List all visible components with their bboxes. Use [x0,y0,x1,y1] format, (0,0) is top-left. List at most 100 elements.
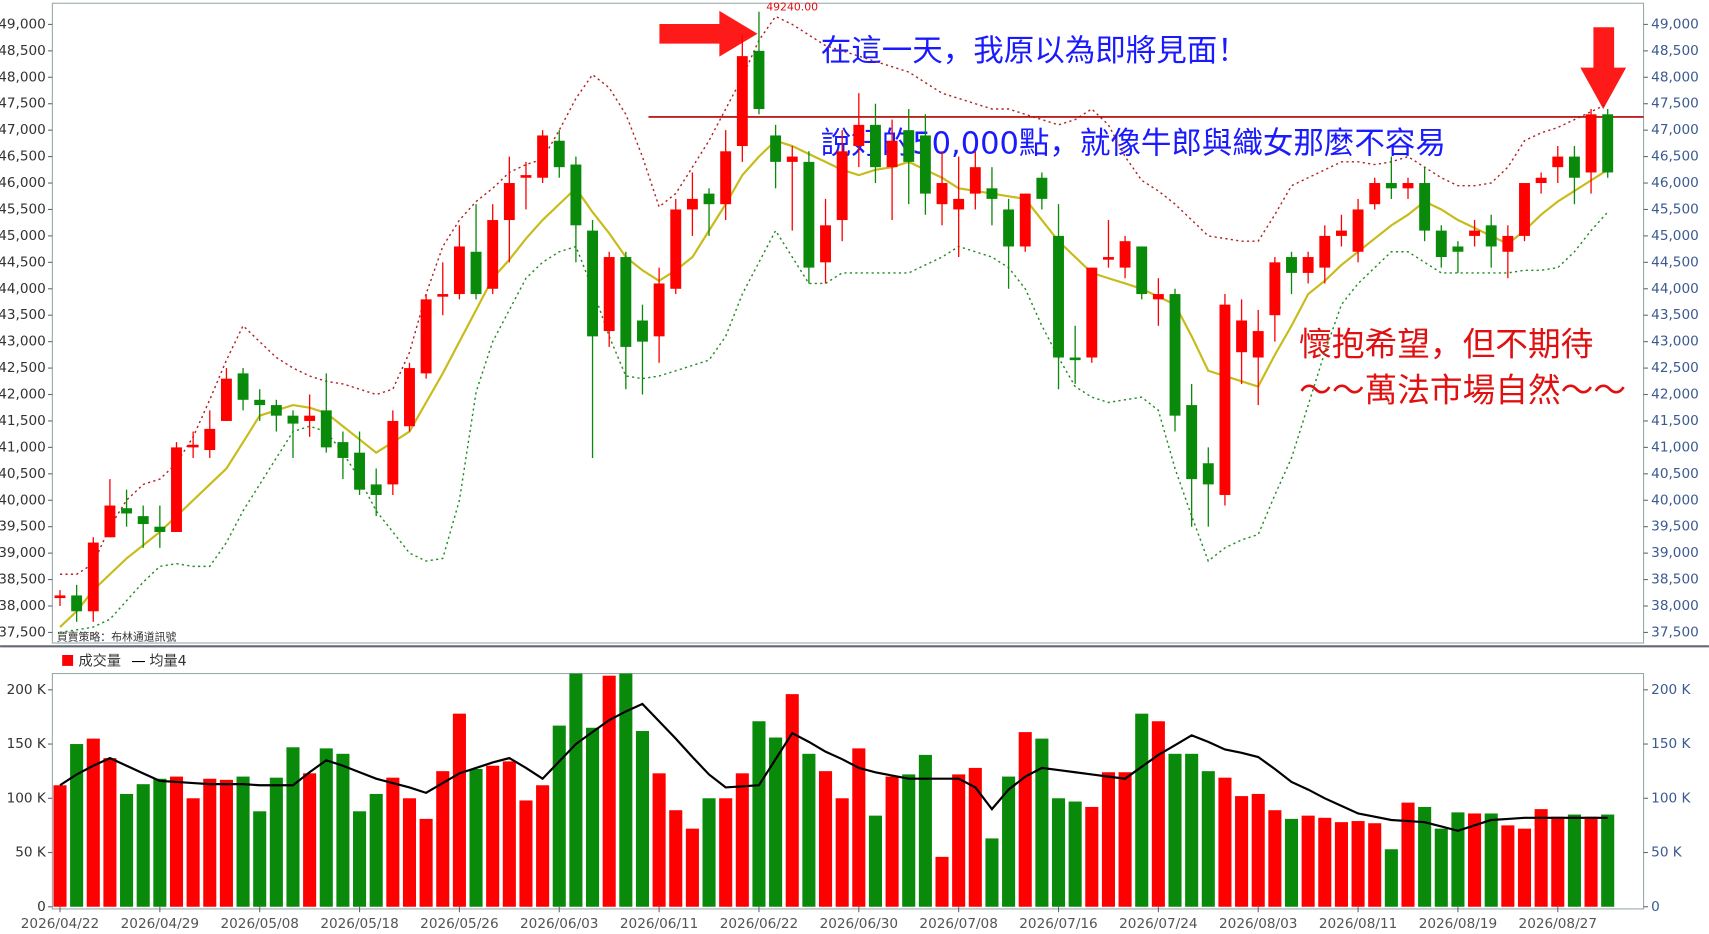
y-tick-label: 43,000 [0,334,46,350]
candle-body [1036,177,1048,199]
volume-bar [70,744,84,907]
candle-body [520,175,532,178]
max-label: 49240.00 [766,1,818,14]
y-tick-label: 40,000 [1651,492,1699,508]
y-tick-label: 200 K [1651,682,1691,698]
volume-bar [53,785,67,907]
candle-body [620,257,632,347]
y-tick-label: 38,000 [1651,598,1699,614]
x-tick-label: 2026/07/08 [919,916,997,932]
candle-body [1552,156,1564,168]
candle-body [936,183,948,205]
candle-body [87,542,99,612]
volume-bar [1468,813,1482,907]
candle-body [387,420,399,485]
candle-body [836,151,848,221]
candle-body [570,164,582,226]
candle-body [404,368,415,427]
x-tick-label: 2026/06/11 [620,916,698,932]
volume-bar [1284,818,1299,907]
candle-body [1086,267,1098,358]
candle-body [1053,235,1064,358]
volume-bar [1451,812,1465,907]
volume-bar [1418,806,1432,907]
volume-bar [336,753,350,907]
volume-bar [1051,798,1066,907]
candle-body [187,444,199,448]
candle-body [437,294,449,297]
volume-bar [103,758,117,907]
candle-body [237,373,249,400]
y-tick-label: 48,000 [1651,69,1699,85]
volume-bar [186,798,200,907]
volume-bar [1534,809,1548,907]
y-tick-label: 50 K [15,845,47,861]
y-tick-label: 200 K [7,682,47,698]
candle-body [121,508,133,514]
volume-bar [1318,817,1332,907]
candle-body [1485,225,1497,247]
candle-body [603,257,615,332]
y-tick-label: 150 K [1651,736,1691,752]
volume-bar [1434,828,1448,907]
volume-bar [536,785,550,907]
candle-body [1069,357,1081,361]
candle-body [670,209,682,289]
legend-swatch [62,654,74,666]
candle-body [1119,241,1131,268]
arrow-right [659,10,758,57]
candle-body [137,516,149,525]
annotation: 說好的50,000點，就像牛郎與織女那麼不容易 [821,126,1446,161]
volume-bar [868,815,882,907]
y-tick-label: 37,500 [0,624,46,640]
x-tick-label: 2026/08/27 [1519,916,1597,932]
volume-bar [1601,814,1615,907]
candle-body [1585,114,1597,173]
candle-body [637,320,648,342]
volume-bar [303,773,317,907]
volume-bar [885,776,899,907]
y-tick-label: 40,500 [1651,466,1699,482]
volume-bar [203,778,217,907]
volume-bar [1567,814,1581,907]
candle-body [553,140,565,168]
y-tick-label: 44,000 [0,281,46,297]
y-tick-label: 47,000 [0,122,46,138]
y-tick-label: 0 [37,899,46,915]
candle-body [337,442,349,458]
volume-bar [586,727,600,907]
x-tick-label: 2026/05/18 [320,916,398,932]
volume-bar [652,773,666,907]
volume-bar [253,811,267,907]
volume-bar [219,779,233,907]
volume-bar [286,747,300,907]
volume-bar [86,738,100,907]
candle-body [1352,209,1364,252]
candle-body [171,447,182,532]
candle-body [1452,246,1464,252]
volume-bar [436,771,450,907]
candle-body [1003,209,1015,247]
y-tick-label: 100 K [7,790,47,806]
volume-bar [1484,813,1498,907]
candle-body [1568,156,1580,178]
volume-bar [1384,849,1398,907]
x-tick-label: 2026/08/03 [1219,916,1297,932]
volume-bar [802,753,816,907]
y-tick-label: 49,000 [0,16,46,32]
volume-bar [635,731,650,907]
volume-bar [1551,816,1565,907]
volume-bar [752,721,766,907]
candle-body [270,405,282,416]
candle-body [1369,183,1381,205]
y-tick-label: 150 K [7,736,47,752]
volume-bar [719,798,733,907]
y-tick-label: 42,500 [0,360,46,376]
y-tick-label: 39,000 [1651,545,1699,561]
volume-bar [852,748,866,907]
y-tick-label: 47,500 [1651,96,1699,112]
candle-body [1169,294,1181,416]
y-tick-label: 48,500 [1651,43,1699,59]
candle-body [1302,257,1314,273]
